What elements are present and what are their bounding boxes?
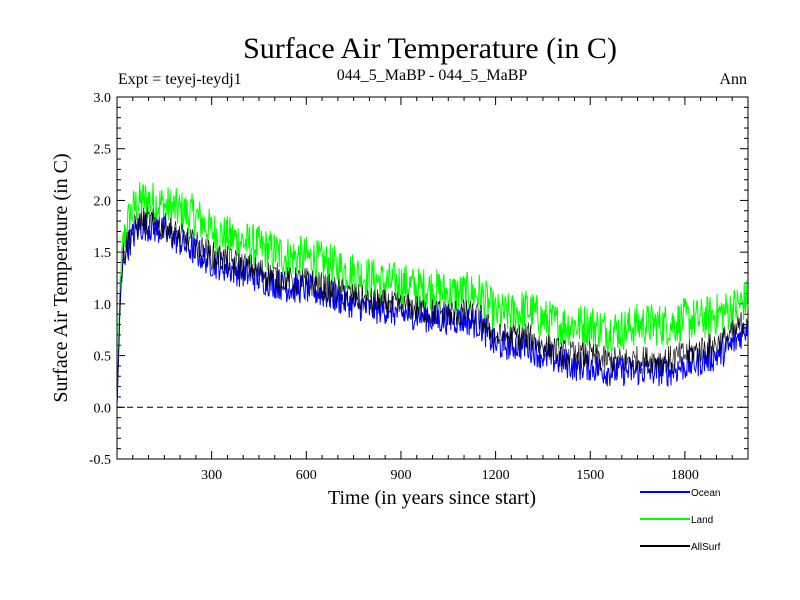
- y-tick-label: 1.5: [94, 246, 112, 261]
- legend-label-land: Land: [691, 515, 713, 526]
- period-label: 044_5_MaBP - 044_5_MaBP: [337, 67, 528, 84]
- x-tick-label: 300: [201, 468, 222, 483]
- y-tick-label: 0.0: [94, 401, 112, 416]
- x-axis-label: Time (in years since start): [328, 487, 536, 509]
- y-tick-label: 2.5: [94, 143, 112, 158]
- x-tick-label: 1500: [576, 468, 604, 483]
- series-line-ocean: [116, 213, 749, 405]
- legend-label-allsurf: AllSurf: [691, 542, 721, 553]
- y-tick-label: 1.0: [94, 298, 112, 313]
- x-tick-label: 600: [296, 468, 317, 483]
- y-axis-label: Surface Air Temperature (in C): [50, 153, 72, 402]
- plot-frame: [116, 96, 749, 460]
- legend-label-ocean: Ocean: [691, 488, 720, 499]
- y-tick-label: 0.5: [94, 350, 112, 365]
- chart-title: Surface Air Temperature (in C): [243, 32, 617, 65]
- y-tick-label: -0.5: [89, 453, 111, 468]
- season-label: Ann: [719, 71, 747, 88]
- y-tick-label: 3.0: [94, 91, 112, 106]
- series-line-allsurf: [116, 207, 749, 410]
- legend: Ocean Land AllSurf: [640, 488, 721, 553]
- y-tick-label: 2.0: [94, 194, 112, 209]
- plot-area: -0.5 0.0 0.5 1.0 1.5 2.0 2.5 3.0 300 600 900 1200 15…: [89, 91, 749, 483]
- x-tick-label: 1800: [671, 468, 699, 483]
- experiment-label: Expt = teyej-teydj1: [118, 71, 242, 88]
- x-tick-label: 1200: [482, 468, 510, 483]
- x-tick-label: 900: [390, 468, 411, 483]
- series-line-land: [116, 181, 749, 406]
